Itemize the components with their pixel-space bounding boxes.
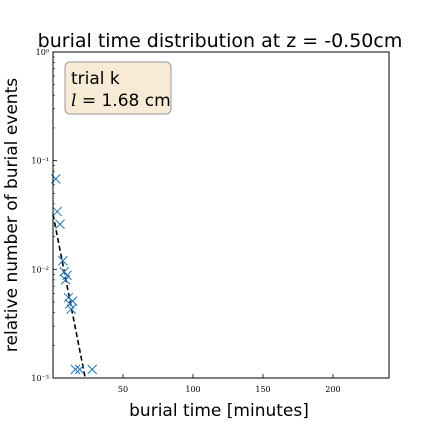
data-point <box>52 206 63 217</box>
y-tick-label: 10⁰ <box>36 48 49 57</box>
plot-frame <box>52 51 390 379</box>
data-point-stroke <box>62 270 72 281</box>
data-point-stroke <box>59 266 70 277</box>
data-point <box>67 296 78 306</box>
data-point <box>57 255 68 266</box>
x-tick-label: 50 <box>118 385 128 394</box>
data-point <box>55 219 65 230</box>
annotation-box: trial k l = 1.68 cm <box>64 61 172 115</box>
chart-title: burial time distribution at z = -0.50cm <box>38 30 403 52</box>
data-point-stroke <box>67 296 78 306</box>
data-point <box>62 270 72 281</box>
data-point <box>74 364 85 375</box>
annotation-length-value: = 1.68 cm <box>76 91 170 111</box>
data-point-stroke <box>87 364 98 375</box>
annotation-length-label: l = 1.68 cm <box>71 91 171 111</box>
marker-layer <box>50 174 98 375</box>
annotation-box-background <box>64 61 172 115</box>
y-tick-label: 10⁻¹ <box>31 157 49 166</box>
data-point <box>70 364 81 375</box>
data-point <box>66 304 77 315</box>
x-tick-label: 100 <box>185 385 200 394</box>
data-point-stroke <box>52 206 63 217</box>
data-point <box>87 364 98 375</box>
data-point-stroke <box>57 255 68 266</box>
y-axis-label: relative number of burial events <box>2 78 22 352</box>
data-point-stroke <box>74 364 85 375</box>
x-tick-label: 150 <box>255 385 270 394</box>
x-axis-label: burial time [minutes] <box>129 401 309 421</box>
annotation-trial-label: trial k <box>71 69 120 89</box>
x-tick-label: 200 <box>325 385 340 394</box>
data-point-stroke <box>66 304 77 315</box>
y-tick-label: 10⁻² <box>31 265 49 274</box>
annotation-length-symbol: l <box>71 91 76 111</box>
data-point-stroke <box>70 364 81 375</box>
y-tick-label: 10⁻³ <box>31 374 49 383</box>
data-point-stroke <box>55 219 65 230</box>
